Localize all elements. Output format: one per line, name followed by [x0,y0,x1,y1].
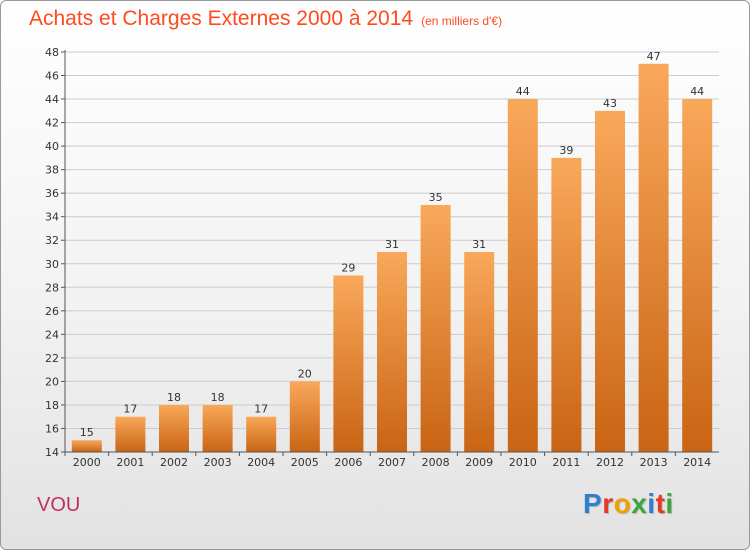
bar-2005 [289,381,320,452]
x-tick-label-2000: 2000 [73,456,101,469]
title-text: Achats et Charges Externes 2000 à 2014 [29,7,414,30]
y-tick-label-26: 26 [45,305,59,318]
logo-letter: o [613,488,632,519]
bar-2009 [464,252,495,452]
x-tick-label-2001: 2001 [116,456,144,469]
value-label-2003: 18 [211,391,225,404]
value-label-2008: 35 [429,191,443,204]
bar-2000 [71,440,102,452]
bar-2011 [551,157,582,452]
x-tick-label-2006: 2006 [334,456,362,469]
bar-2004 [246,416,277,452]
bar-2002 [159,404,189,452]
bar-2001 [115,416,146,452]
value-label-2007: 31 [385,238,399,251]
value-label-2002: 18 [167,391,181,404]
x-tick-label-2005: 2005 [291,456,319,469]
x-tick-label-2012: 2012 [596,456,624,469]
y-tick-label-14: 14 [45,446,59,459]
x-tick-label-2011: 2011 [552,456,580,469]
value-label-2001: 17 [123,403,137,416]
commune-name: VOU [37,494,81,516]
bar-2010 [507,99,538,452]
x-tick-label-2003: 2003 [204,456,232,469]
value-label-2009: 31 [472,238,486,251]
y-tick-label-36: 36 [45,187,59,200]
value-label-2014: 44 [690,85,704,98]
bar-2006 [333,275,364,452]
value-label-2011: 39 [559,144,573,157]
x-tick-label-2004: 2004 [247,456,275,469]
y-tick-label-16: 16 [45,422,59,435]
value-label-2000: 15 [80,426,94,439]
x-tick-label-2007: 2007 [378,456,406,469]
bar-2008 [420,204,451,452]
bar-2013 [638,63,669,452]
y-tick-label-48: 48 [45,46,59,59]
y-tick-label-22: 22 [45,352,59,365]
chart-subtitle: (en milliers d'€) [421,14,503,28]
x-tick-label-2008: 2008 [422,456,450,469]
logo-letter: x [631,488,648,519]
value-label-2004: 17 [254,403,268,416]
value-label-2012: 43 [603,97,617,110]
chart-title: Achats et Charges Externes 2000 à 2014 (e… [29,7,502,31]
bar-2003 [202,404,233,452]
y-tick-label-18: 18 [45,399,59,412]
y-tick-label-40: 40 [45,140,59,153]
x-tick-label-2009: 2009 [465,456,493,469]
proxiti-logo[interactable]: Proxiti [583,488,674,520]
logo-letter: t [655,488,666,519]
y-tick-label-44: 44 [45,93,59,106]
logo-letter: i [665,488,674,519]
bar-2014 [682,99,713,452]
logo-letter: r [602,488,614,519]
logo-letter: i [647,488,656,519]
logo-letter: P [583,488,603,519]
y-tick-label-20: 20 [45,375,59,388]
y-tick-label-46: 46 [45,70,59,83]
y-tick-label-34: 34 [45,211,59,224]
y-tick-label-28: 28 [45,281,59,294]
bar-2007 [377,252,407,452]
value-label-2010: 44 [516,85,530,98]
value-label-2005: 20 [298,367,312,380]
x-tick-label-2010: 2010 [509,456,537,469]
x-tick-label-2013: 2013 [640,456,668,469]
x-tick-label-2014: 2014 [683,456,711,469]
y-tick-label-38: 38 [45,164,59,177]
x-tick-label-2002: 2002 [160,456,188,469]
y-tick-label-24: 24 [45,328,59,341]
x-axis-labels: 2000 2001 2002 2003 2004 2005 2006 2007 2008 2009… [64,452,711,469]
y-axis-labels: 14 16 18 20 22 24 26 28 30 32 34 36 38 40 42 44 46 48 [45,46,59,459]
y-tick-label-30: 30 [45,258,59,271]
value-label-2013: 47 [647,50,661,63]
value-labels: 15 17 18 18 17 20 29 31 35 31 44 39 43 47 44 [80,50,704,439]
bars [71,63,713,452]
bar-2012 [595,110,625,452]
y-tick-label-32: 32 [45,234,59,247]
y-tick-label-42: 42 [45,117,59,130]
value-label-2006: 29 [341,262,355,275]
